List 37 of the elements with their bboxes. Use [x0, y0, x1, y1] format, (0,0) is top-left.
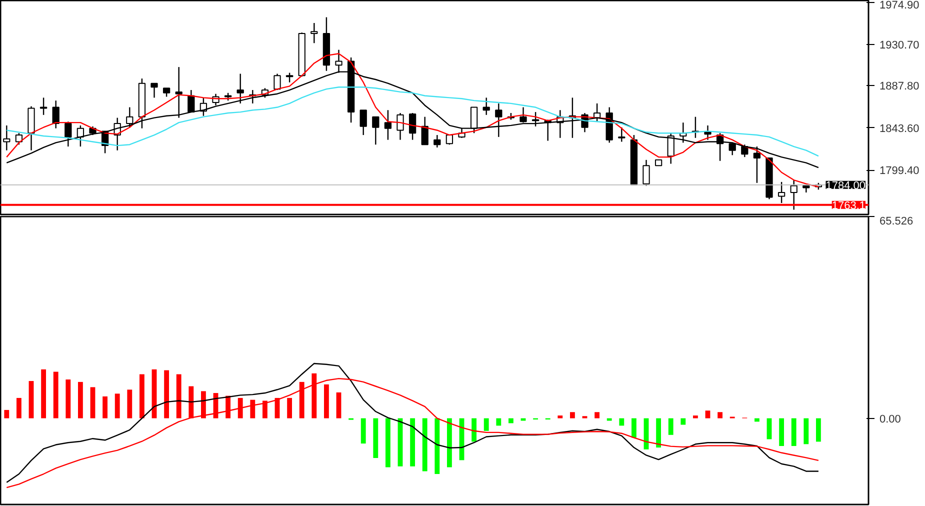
candlestick — [421, 116, 428, 146]
candlestick — [126, 106, 134, 128]
candlestick — [778, 181, 786, 204]
candlestick — [704, 124, 712, 140]
candlestick — [372, 116, 380, 146]
candlestick — [64, 121, 72, 148]
line-series — [6, 86, 820, 157]
candlestick — [52, 100, 60, 129]
y-tick-label: 1843.60 — [880, 122, 920, 135]
candlestick — [396, 112, 404, 140]
y-tick-label: 1930.70 — [880, 39, 920, 52]
candlestick — [618, 126, 626, 142]
candlestick — [790, 179, 798, 210]
candlestick — [360, 110, 367, 136]
candlestick — [728, 142, 736, 156]
candlestick — [434, 134, 441, 148]
y-tick-label: 1799.40 — [880, 165, 920, 178]
candlestick — [470, 106, 478, 134]
y-tick-label: 65.526 — [880, 216, 914, 228]
ref-line-label: 1763.1 — [832, 200, 866, 212]
candlestick — [286, 72, 294, 83]
candlestick — [642, 159, 650, 186]
candlestick — [3, 124, 10, 151]
ref-line-label: 1784.00 — [826, 180, 866, 192]
y-tick-label: 1887.80 — [880, 80, 920, 92]
candlestick — [482, 97, 490, 116]
candlestick — [384, 110, 392, 140]
y-tick-label: 1974.90 — [880, 0, 920, 12]
candlestick — [150, 82, 158, 98]
candlestick — [667, 132, 674, 164]
candlestick — [274, 73, 281, 91]
candlestick — [532, 111, 540, 128]
candlestick — [495, 102, 502, 138]
candlestick — [310, 22, 318, 44]
y-tick-label: 0.00 — [880, 413, 901, 426]
candlestick — [520, 106, 527, 124]
candlestick — [408, 112, 416, 140]
